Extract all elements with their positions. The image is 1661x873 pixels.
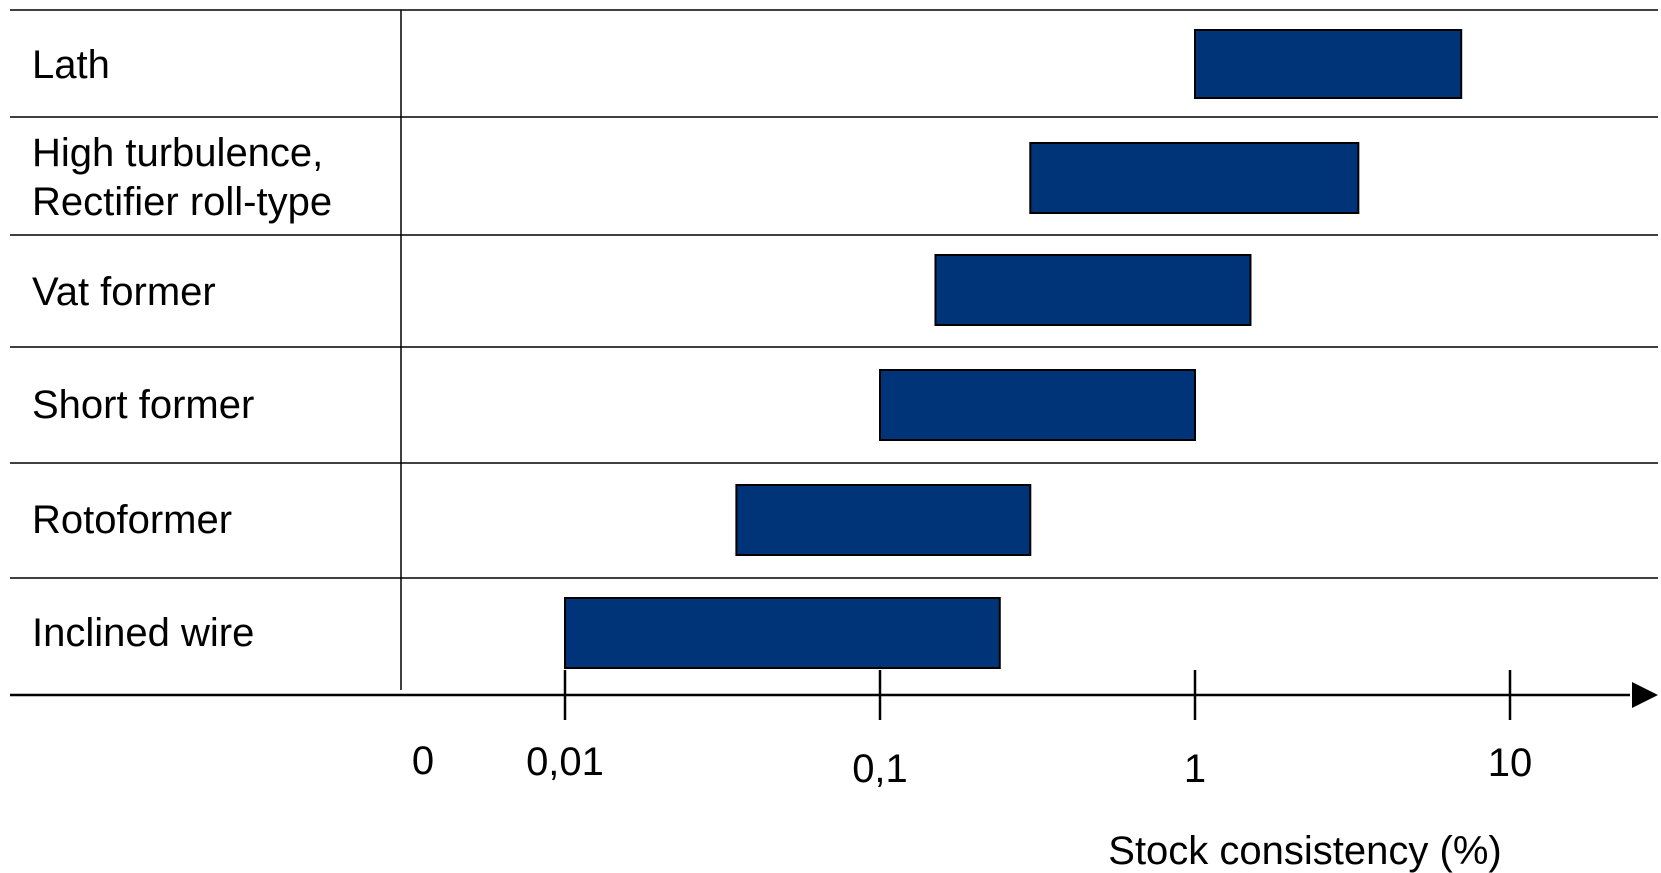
x-tick-label: 0,01 [526, 740, 604, 784]
bars-group [564, 29, 1463, 669]
category-label: Vat former [32, 270, 216, 314]
x-tick-label: 10 [1488, 741, 1533, 785]
category-label: Rectifier roll-type [32, 180, 332, 224]
x-tick-label: 1 [1184, 747, 1206, 791]
x-axis-title: Stock consistency (%) [1108, 829, 1501, 873]
x-axis-ticks: 0 0,01 0,1 1 10 [412, 670, 1532, 791]
range-bar [879, 369, 1196, 441]
range-bar [1194, 29, 1463, 99]
category-labels: Lath High turbulence, Rectifier roll-type V… [32, 43, 332, 655]
category-label: Short former [32, 383, 254, 427]
category-label: Inclined wire [32, 611, 254, 655]
category-label: Rotoformer [32, 498, 232, 542]
range-bar [564, 597, 1001, 669]
x-axis-arrow-icon [1632, 682, 1658, 708]
x-tick-label: 0 [412, 739, 434, 783]
category-label: Lath [32, 43, 110, 87]
row-separators [10, 9, 1658, 579]
category-label: High turbulence, [32, 131, 323, 175]
range-bar [1029, 142, 1360, 214]
x-tick-label: 0,1 [852, 747, 908, 791]
range-bar [735, 484, 1032, 556]
x-axis [10, 682, 1658, 708]
range-bar [934, 254, 1252, 326]
